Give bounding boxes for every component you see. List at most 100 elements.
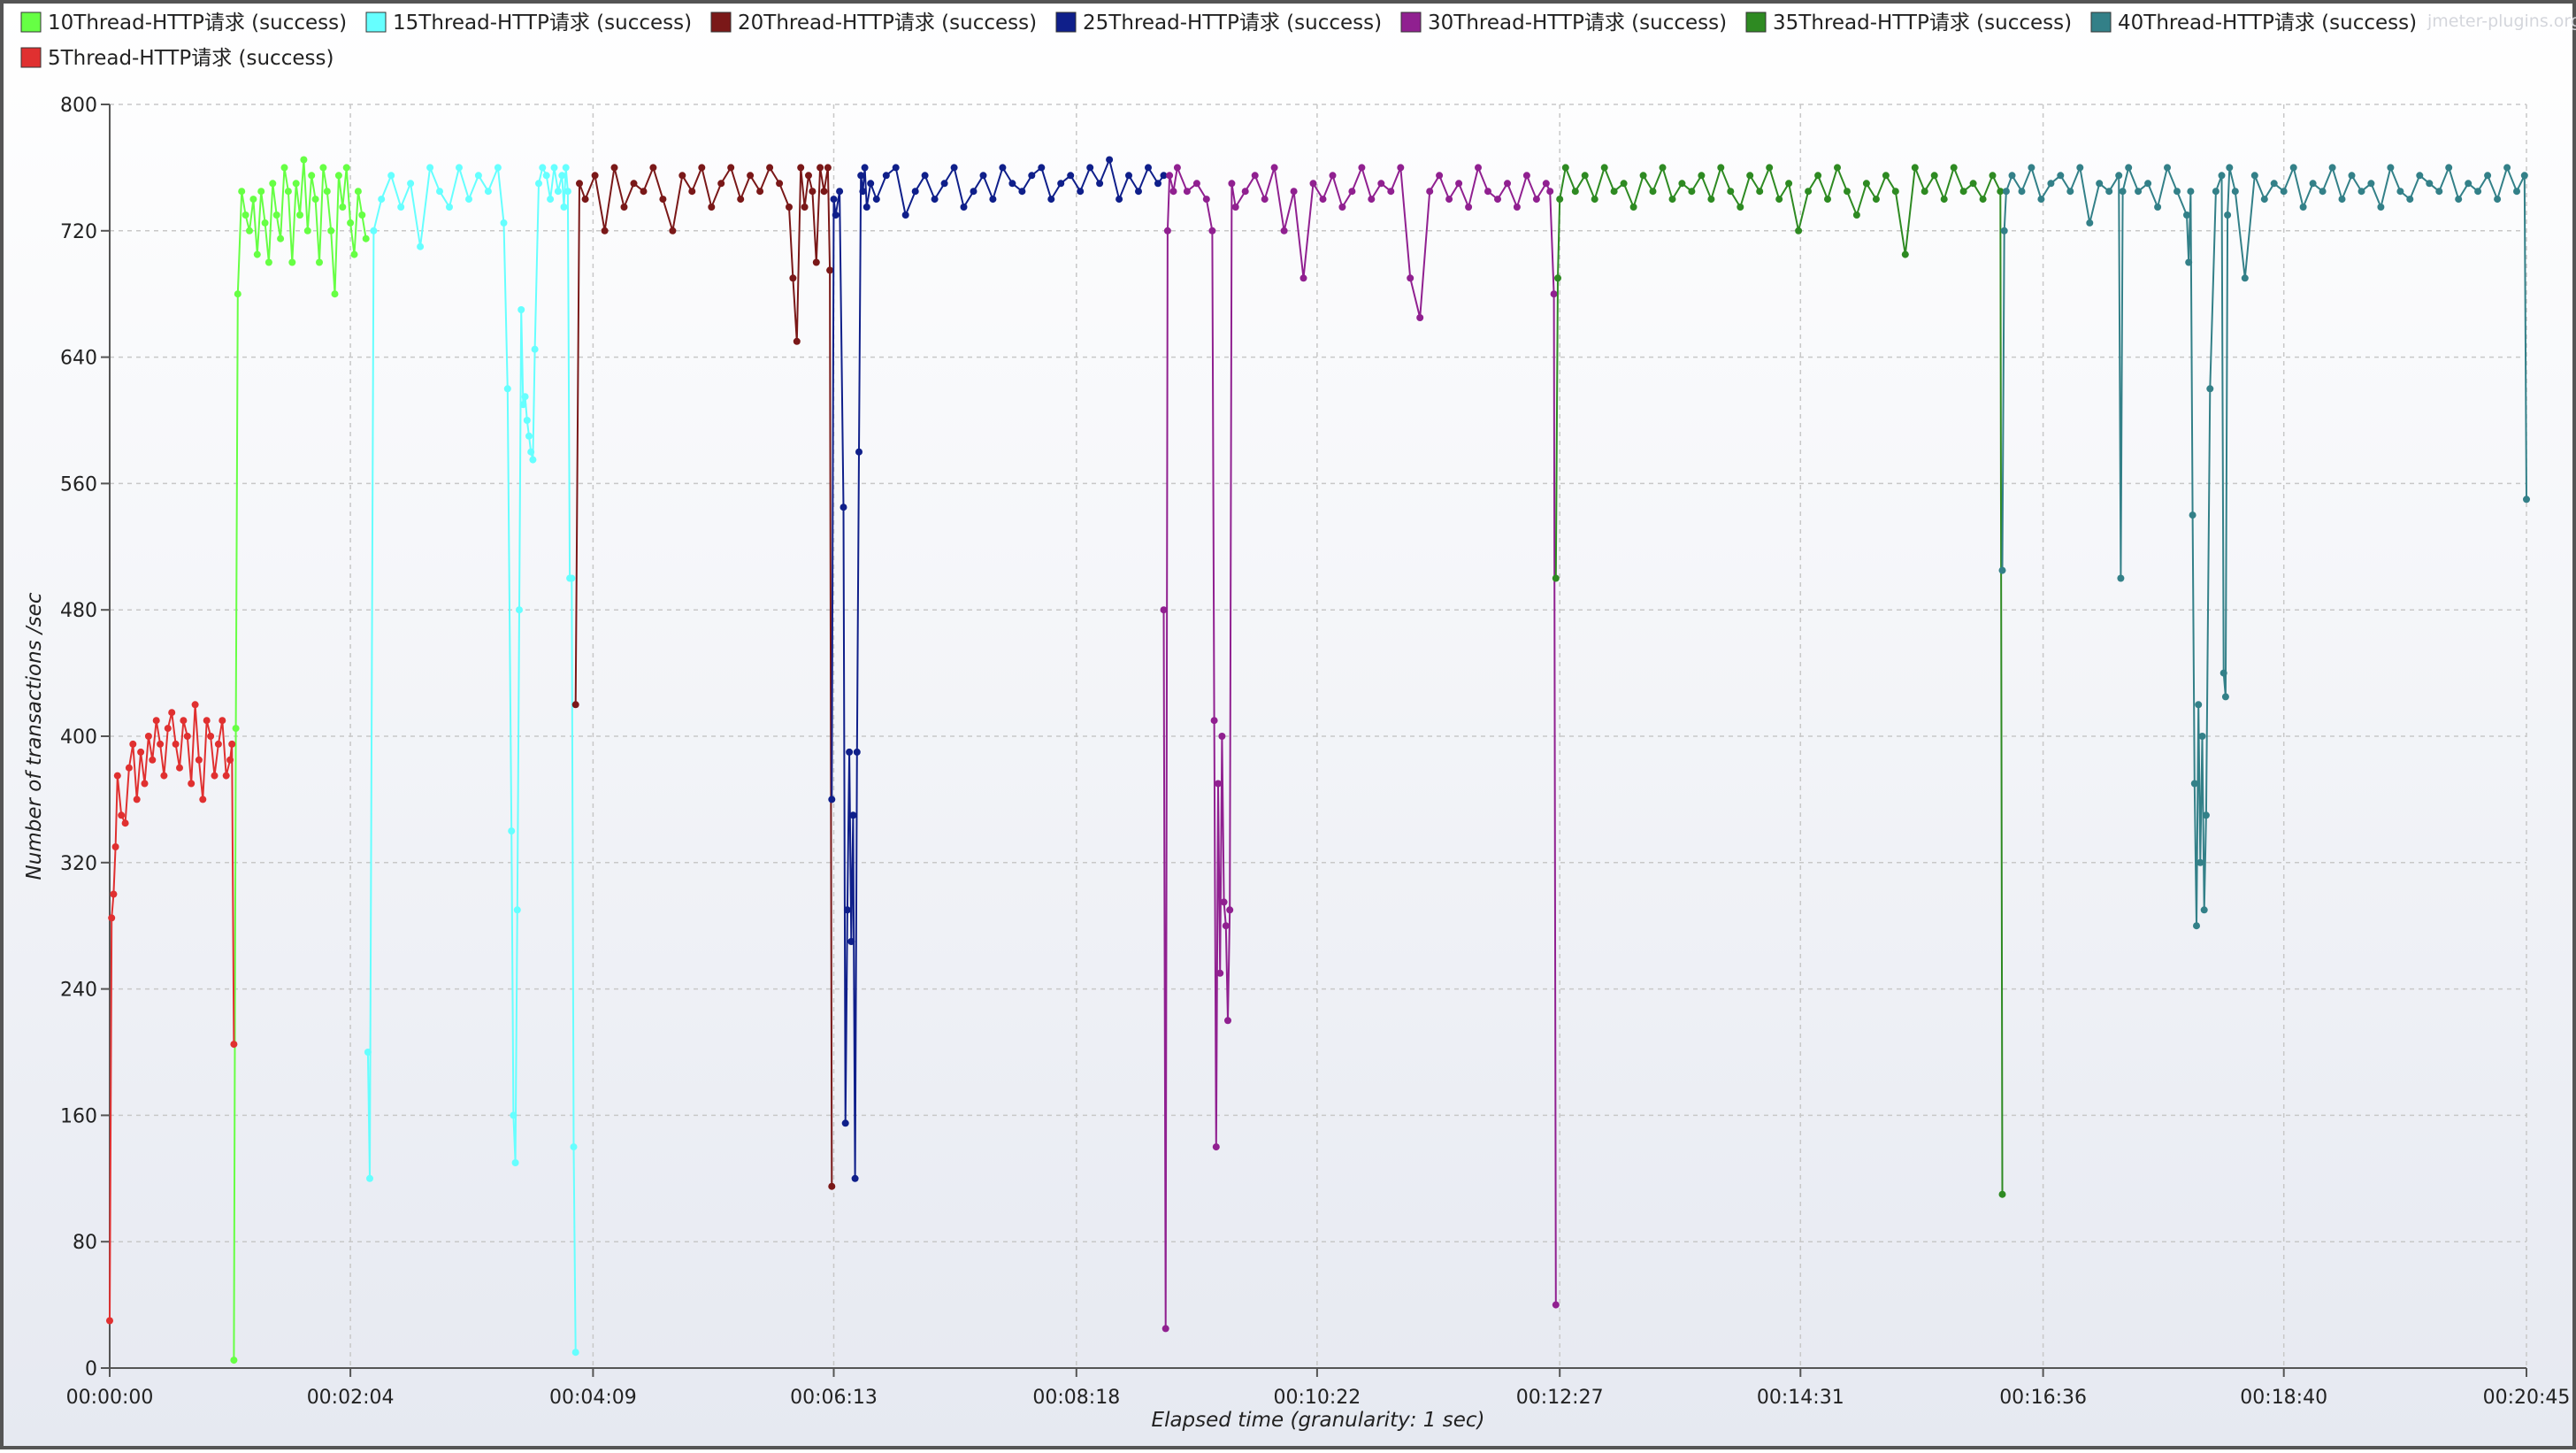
data-point: [776, 180, 784, 188]
data-point: [610, 164, 618, 172]
y-tick-label: 400: [60, 726, 97, 749]
data-point: [2008, 172, 2016, 180]
data-point: [2115, 172, 2123, 180]
data-point: [2002, 188, 2010, 196]
data-point: [199, 796, 207, 803]
data-point: [1300, 274, 1307, 282]
data-point: [1736, 204, 1744, 211]
data-point: [222, 772, 230, 780]
data-point: [1216, 969, 1224, 977]
data-point: [284, 188, 292, 196]
data-point: [576, 180, 583, 188]
data-point: [2196, 858, 2204, 866]
data-point: [2195, 701, 2203, 709]
data-point: [2189, 511, 2196, 519]
data-point: [2193, 922, 2200, 930]
data-point: [238, 188, 246, 196]
data-point: [846, 748, 854, 756]
data-point: [747, 172, 755, 180]
data-point: [1368, 196, 1376, 204]
data-point: [246, 227, 253, 234]
data-point: [2231, 188, 2239, 196]
data-point: [786, 204, 793, 211]
data-point: [1465, 204, 1473, 211]
data-point: [149, 756, 157, 764]
series-line: [366, 166, 577, 1353]
data-point: [1571, 188, 1579, 196]
data-point: [172, 740, 180, 748]
data-point: [1600, 164, 1608, 172]
data-point: [378, 196, 386, 204]
data-point: [1251, 172, 1259, 180]
data-point: [1824, 196, 1831, 204]
data-point: [387, 172, 395, 180]
data-point: [2119, 188, 2127, 196]
data-point: [911, 188, 919, 196]
data-point: [828, 1182, 836, 1190]
data-point: [1226, 906, 1234, 914]
data-point: [1649, 188, 1657, 196]
data-point: [727, 164, 735, 172]
data-point: [523, 417, 531, 424]
data-point: [525, 432, 533, 440]
data-point: [2190, 780, 2198, 788]
data-point: [152, 717, 160, 725]
data-point: [812, 258, 820, 266]
data-point: [2144, 180, 2152, 188]
data-point: [1086, 164, 1094, 172]
data-point: [2206, 385, 2214, 393]
data-point: [862, 204, 870, 211]
x-tick-label: 00:08:18: [1032, 1387, 1120, 1409]
data-point: [1220, 898, 1228, 906]
data-point: [2212, 188, 2220, 196]
data-point: [1319, 196, 1327, 204]
data-point: [2250, 172, 2258, 180]
data-point: [288, 258, 296, 266]
data-point: [1620, 180, 1628, 188]
data-point: [1192, 180, 1200, 188]
legend-item: 15Thread-HTTP请求 (success): [365, 12, 692, 35]
data-point: [1901, 250, 1909, 258]
data-point: [570, 1143, 578, 1151]
data-point: [1067, 172, 1075, 180]
data-point: [1766, 164, 1774, 172]
data-point: [1228, 180, 1236, 188]
data-point: [1756, 188, 1764, 196]
legend-item: 40Thread-HTTP请求 (success): [2090, 12, 2417, 35]
data-point: [840, 504, 847, 511]
data-point: [843, 906, 851, 914]
data-point: [2047, 180, 2055, 188]
data-point: [2226, 164, 2234, 172]
y-tick-label: 560: [60, 473, 97, 496]
data-point: [766, 164, 774, 172]
data-point: [847, 938, 855, 945]
series-line: [233, 158, 367, 1361]
data-point: [1261, 196, 1269, 204]
data-point: [698, 164, 706, 172]
data-point: [125, 764, 133, 772]
legend: 10Thread-HTTP请求 (success) 15Thread-HTTP请求…: [20, 12, 2417, 70]
data-point: [364, 1049, 372, 1056]
data-point: [872, 196, 880, 204]
x-tick-label: 00:00:00: [66, 1387, 154, 1409]
data-point: [1959, 188, 1967, 196]
data-point: [1038, 164, 1046, 172]
data-point: [2028, 164, 2036, 172]
data-point: [1550, 290, 1558, 298]
data-point: [931, 196, 939, 204]
x-tick-label: 00:10:22: [1273, 1387, 1361, 1409]
series-line: [1554, 166, 2004, 1195]
data-point: [354, 188, 362, 196]
data-point: [571, 701, 579, 709]
data-point: [510, 1111, 518, 1119]
data-point: [820, 188, 828, 196]
data-point: [2406, 196, 2414, 204]
data-point: [659, 196, 667, 204]
data-point: [564, 188, 571, 196]
data-point: [1218, 733, 1226, 740]
data-point: [2520, 172, 2528, 180]
data-point: [474, 172, 482, 180]
data-point: [1436, 172, 1444, 180]
data-point: [1231, 204, 1239, 211]
data-point: [892, 164, 900, 172]
